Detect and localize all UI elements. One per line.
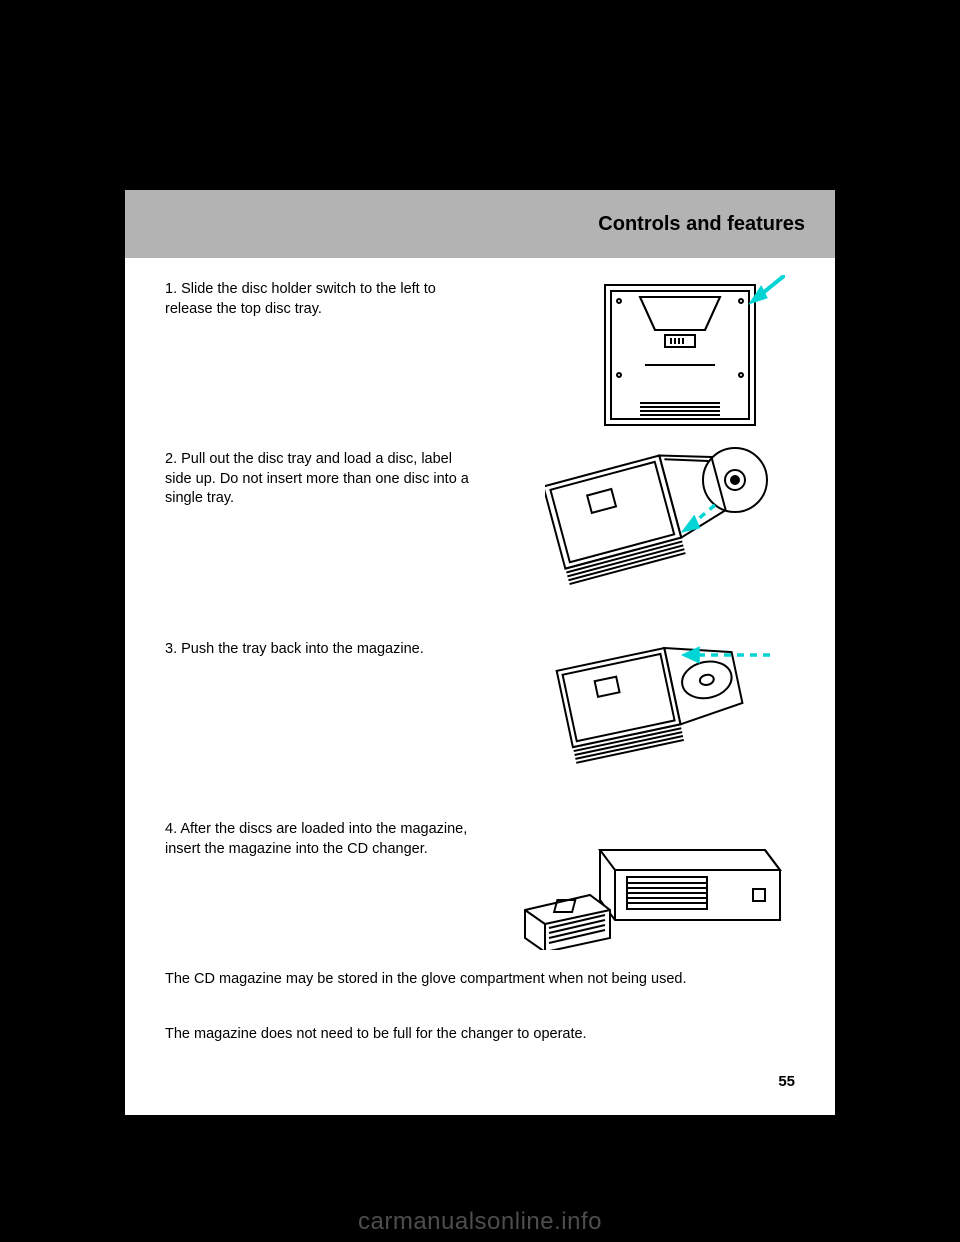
section-title: Controls and features [598, 213, 805, 236]
step-2-text: 2. Pull out the disc tray and load a dis… [165, 450, 475, 509]
section-header-bar: Controls and features [125, 190, 835, 258]
page-number: 55 [778, 1073, 795, 1090]
illustration-push-tray [555, 635, 785, 795]
illustration-insert-changer [515, 815, 785, 950]
magazine-paragraph: The magazine does not need to be full fo… [165, 1025, 795, 1045]
step-4-text: 4. After the discs are loaded into the m… [165, 820, 475, 859]
step-1-text: 1. Slide the disc holder switch to the l… [165, 280, 475, 319]
step-3-text: 3. Push the tray back into the magazine. [165, 640, 475, 660]
storage-paragraph: The CD magazine may be stored in the glo… [165, 970, 795, 990]
watermark-text: carmanualsonline.info [0, 1208, 960, 1236]
illustration-load-disc [545, 445, 785, 620]
manual-page: Controls and features 1. Slide the disc … [125, 190, 835, 1115]
illustration-magazine-switch [585, 275, 785, 430]
